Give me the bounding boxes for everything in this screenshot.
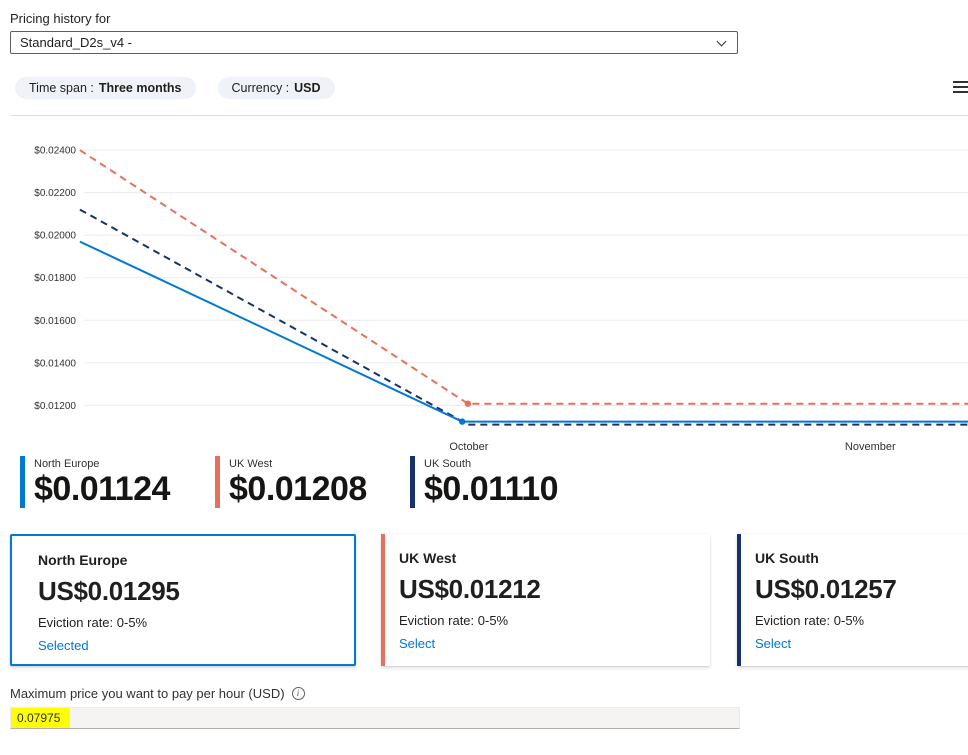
hamburger-icon[interactable] [953, 81, 968, 96]
legend-region-price: $0.01110 [424, 470, 559, 508]
legend-color-bar [410, 456, 415, 509]
vm-size-dropdown-value: Standard_D2s_v4 - [20, 35, 133, 50]
legend-stat-uk-south: UK South $0.01110 [410, 456, 559, 509]
filter-chips: Time span : Three months Currency : USD [15, 77, 335, 99]
legend-region-price: $0.01124 [34, 470, 170, 508]
page-title: Pricing history for [10, 11, 111, 26]
region-card-uk-west[interactable]: UK West US$0.01212 Eviction rate: 0-5% S… [381, 534, 710, 666]
legend-stat-uk-west: UK West $0.01208 [215, 456, 367, 509]
region-card-north-europe[interactable]: North Europe US$0.01295 Eviction rate: 0… [10, 534, 356, 666]
svg-text:$0.01800: $0.01800 [34, 273, 76, 284]
card-select-link[interactable]: Selected [38, 638, 89, 653]
card-accent-bar [737, 534, 741, 666]
info-icon[interactable]: i [291, 687, 305, 700]
time-span-value: Three months [98, 81, 182, 95]
currency-value: USD [294, 81, 321, 95]
card-select-link[interactable]: Select [399, 636, 436, 651]
card-eviction-rate: Eviction rate: 0-5% [399, 613, 509, 628]
svg-text:$0.01200: $0.01200 [34, 401, 76, 412]
region-card-uk-south[interactable]: UK South US$0.01257 Eviction rate: 0-5% … [737, 534, 968, 666]
max-price-label-text: Maximum price you want to pay per hour (… [10, 686, 285, 701]
legend-region-price: $0.01208 [229, 470, 367, 508]
svg-text:November: November [845, 441, 896, 453]
max-price-input[interactable]: 0.07975 [10, 707, 740, 729]
pricing-history-chart: $0.02400 $0.02200 $0.02000 $0.01800 $0.01600… [10, 115, 968, 455]
legend-region-name: UK South [424, 458, 472, 470]
vm-size-dropdown[interactable]: Standard_D2s_v4 - [10, 31, 738, 54]
card-region-name: UK West [399, 550, 457, 566]
time-span-label: Time span : [29, 81, 94, 95]
svg-text:October: October [449, 441, 488, 453]
legend-region-name: UK West [229, 458, 273, 470]
card-region-price: US$0.01212 [399, 574, 541, 604]
svg-text:$0.02400: $0.02400 [34, 146, 76, 157]
legend-stat-north-europe: North Europe $0.01124 [20, 456, 170, 509]
chevron-down-icon [716, 36, 727, 47]
card-eviction-rate: Eviction rate: 0-5% [755, 613, 865, 628]
card-select-link[interactable]: Select [755, 636, 792, 651]
svg-text:$0.02000: $0.02000 [34, 231, 76, 242]
legend-color-bar [20, 456, 25, 509]
svg-text:$0.02200: $0.02200 [34, 188, 76, 199]
card-region-name: North Europe [38, 552, 128, 568]
svg-text:$0.01600: $0.01600 [34, 316, 76, 327]
card-region-price: US$0.01295 [38, 576, 180, 606]
legend-region-name: North Europe [34, 458, 100, 470]
max-price-label: Maximum price you want to pay per hour (… [10, 686, 305, 701]
legend-color-bar [215, 456, 220, 509]
card-accent-bar [381, 534, 385, 666]
currency-filter-chip[interactable]: Currency : USD [217, 77, 335, 99]
svg-text:$0.01400: $0.01400 [34, 358, 76, 369]
currency-label: Currency : [231, 81, 290, 95]
max-price-value: 0.07975 [11, 708, 71, 728]
card-eviction-rate: Eviction rate: 0-5% [38, 615, 148, 630]
time-span-filter-chip[interactable]: Time span : Three months [15, 77, 196, 99]
card-region-price: US$0.01257 [755, 574, 897, 604]
card-region-name: UK South [755, 550, 819, 566]
